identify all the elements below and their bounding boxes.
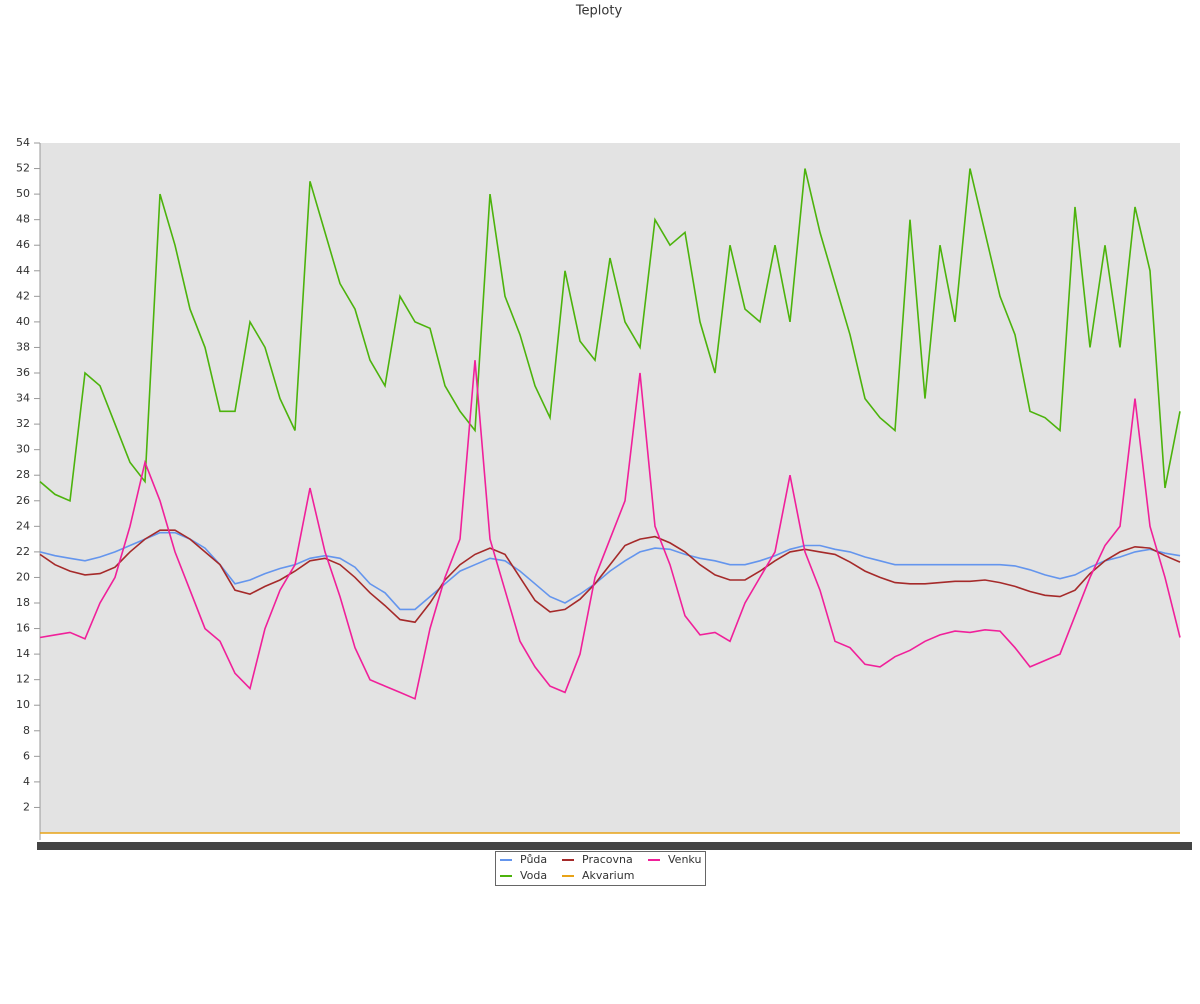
y-tick-label: 48 (16, 213, 30, 226)
series-line (39, 168, 1181, 502)
legend (495, 851, 706, 886)
y-tick-label: 52 (16, 162, 30, 175)
chart-title: Teploty (575, 4, 623, 19)
y-tick-label: 38 (16, 340, 30, 353)
y-tick-label: 4 (23, 775, 30, 788)
y-tick-label: 8 (23, 724, 30, 737)
legend-label: Venku (668, 853, 701, 866)
y-tick-label: 32 (16, 417, 30, 430)
y-tick-label: 28 (16, 468, 30, 481)
y-tick-label: 6 (23, 749, 30, 762)
x-axis-labels-smear (37, 842, 1192, 850)
y-tick-label: 18 (16, 596, 30, 609)
y-tick-label: 2 (23, 800, 30, 813)
y-tick-label: 50 (16, 187, 30, 200)
series-line (39, 531, 1181, 611)
y-tick-label: 46 (16, 238, 30, 251)
y-tick-label: 40 (16, 315, 30, 328)
y-tick-label: 22 (16, 545, 30, 558)
legend-label: Půda (520, 853, 547, 866)
y-tick-label: 30 (16, 443, 30, 456)
y-tick-label: 20 (16, 570, 30, 583)
y-tick-label: 24 (16, 519, 30, 532)
y-tick-label: 42 (16, 289, 30, 302)
y-tick-label: 44 (16, 264, 30, 277)
series-line (39, 360, 1181, 700)
legend-label: Pracovna (582, 853, 633, 866)
legend-label: Voda (520, 869, 547, 882)
y-tick-label: 26 (16, 494, 30, 507)
series-line (39, 529, 1181, 624)
y-tick-label: 14 (16, 647, 30, 660)
y-tick-label: 16 (16, 622, 30, 635)
plot-area (40, 143, 1180, 833)
y-tick-label: 10 (16, 698, 30, 711)
y-tick-label: 12 (16, 673, 30, 686)
y-tick-label: 34 (16, 392, 30, 405)
legend-label: Akvarium (582, 869, 634, 882)
y-tick-label: 54 (16, 136, 30, 149)
y-tick-label: 36 (16, 366, 30, 379)
